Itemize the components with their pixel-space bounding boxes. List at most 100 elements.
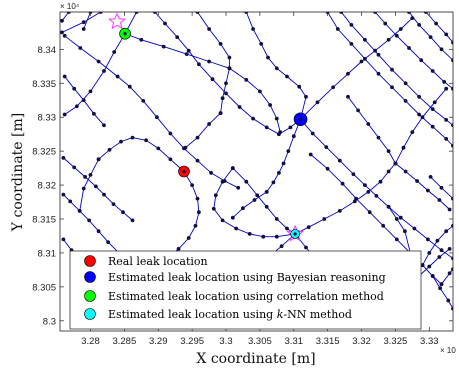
network-node <box>277 171 281 175</box>
network-node <box>451 58 453 63</box>
network-node <box>264 204 269 209</box>
legend: Real leak location Estimated leak locatio… <box>69 250 422 330</box>
pipe-line <box>63 157 133 221</box>
network-node <box>168 131 173 136</box>
network-node <box>363 183 367 188</box>
x-tick-label: 3.32 <box>352 336 371 347</box>
network-node <box>428 35 433 39</box>
network-node <box>112 50 117 54</box>
network-node <box>349 23 354 27</box>
network-node <box>94 184 98 189</box>
network-node <box>363 56 367 61</box>
y-tick-label: 8.315 <box>32 215 56 226</box>
x-tick-label: 3.295 <box>180 336 204 347</box>
network-node <box>286 149 291 154</box>
network-node <box>447 271 452 276</box>
network-node <box>220 96 225 101</box>
network-node <box>156 146 161 151</box>
network-node <box>60 18 64 23</box>
network-node <box>255 193 260 198</box>
network-node <box>279 244 284 249</box>
pipe-line <box>374 12 453 90</box>
network-node <box>297 84 302 89</box>
network-node <box>75 104 79 109</box>
network-node <box>88 173 93 177</box>
network-node <box>163 21 167 26</box>
network-node <box>439 185 444 190</box>
network-node <box>213 193 218 198</box>
network-node <box>186 48 191 53</box>
network-node <box>417 112 421 117</box>
network-node <box>227 66 232 71</box>
network-node <box>252 198 257 202</box>
network-node <box>77 209 82 213</box>
network-node <box>218 42 223 46</box>
network-node <box>308 152 313 157</box>
network-node <box>439 47 444 52</box>
network-node <box>446 298 451 303</box>
network-node <box>403 169 408 174</box>
network-node <box>439 248 444 253</box>
network-node <box>190 183 195 188</box>
network-node <box>285 74 289 79</box>
network-node <box>447 207 452 212</box>
network-node <box>81 20 86 25</box>
y-tick-label: 8.31 <box>38 248 57 259</box>
legend-swatch <box>84 255 96 267</box>
pipe-line <box>347 96 396 164</box>
network-node <box>197 210 201 215</box>
network-node <box>61 156 66 160</box>
network-node <box>335 27 340 31</box>
network-node <box>176 247 181 251</box>
network-node <box>230 215 235 220</box>
network-node <box>427 264 432 269</box>
pipe-line <box>185 112 221 149</box>
network-node <box>298 117 303 121</box>
network-node <box>444 229 449 234</box>
network-node <box>337 158 342 163</box>
pipe-line <box>340 12 453 126</box>
legend-label: Estimated leak location using correlatio… <box>108 290 384 303</box>
network-node <box>66 12 71 14</box>
network-node <box>366 190 371 194</box>
network-node <box>230 166 235 171</box>
network-node <box>419 58 424 63</box>
x-tick-label: 3.33 <box>420 336 439 347</box>
network-node <box>315 100 320 105</box>
network-node <box>102 123 106 128</box>
x-tick-label: 3.285 <box>112 336 136 347</box>
y-tick-label: 8.34 <box>38 45 57 56</box>
network-node <box>241 206 245 211</box>
network-node <box>394 33 399 38</box>
x-tick-label: 3.31 <box>285 336 304 347</box>
network-node <box>130 135 135 140</box>
y-tick-label: 8.325 <box>32 147 56 158</box>
y-tick-label: 8.335 <box>32 79 56 90</box>
network-node <box>417 94 421 99</box>
network-node <box>427 251 432 255</box>
network-node <box>386 204 391 209</box>
network-node <box>373 48 377 53</box>
network-node <box>412 226 417 231</box>
network-node <box>247 232 252 236</box>
network-node <box>393 161 398 166</box>
network-node <box>278 130 283 135</box>
pipe-line <box>388 206 411 254</box>
network-node <box>153 12 157 14</box>
network-node <box>451 306 453 311</box>
pipe-line <box>83 12 91 30</box>
leak-markers <box>108 12 308 242</box>
network-node <box>61 192 66 197</box>
y-tick-label: 8.3 <box>43 316 56 327</box>
pipe-line <box>220 68 230 114</box>
network-node <box>340 181 345 186</box>
network-node <box>220 218 225 223</box>
legend-box <box>69 250 422 330</box>
network-node <box>244 179 249 184</box>
network-node <box>403 99 408 103</box>
network-node <box>426 188 430 193</box>
network-node <box>451 40 453 45</box>
network-node <box>268 103 272 107</box>
network-node <box>111 202 116 207</box>
network-node <box>62 112 67 117</box>
